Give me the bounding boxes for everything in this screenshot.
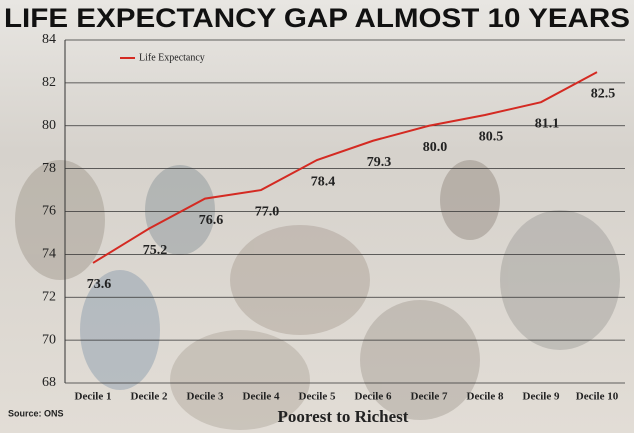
x-tick-label: Decile 4 — [243, 391, 280, 403]
y-tick-label: 70 — [42, 332, 56, 347]
y-tick-label: 74 — [42, 247, 56, 262]
y-tick-label: 80 — [42, 118, 56, 133]
x-tick-label: Decile 10 — [576, 391, 619, 403]
source-note: Source: ONS — [8, 408, 64, 418]
data-label: 81.1 — [535, 116, 560, 131]
y-tick-label: 82 — [42, 75, 56, 90]
x-axis-title: Poorest to Richest — [278, 407, 409, 426]
data-label: 78.4 — [311, 174, 336, 189]
x-tick-label: Decile 9 — [523, 391, 560, 403]
y-tick-label: 84 — [42, 32, 56, 47]
x-tick-label: Decile 7 — [411, 391, 448, 403]
chart-title: LIFE EXPECTANCY GAP ALMOST 10 YEARS — [4, 3, 630, 33]
data-label: 82.5 — [591, 86, 616, 101]
legend-label: Life Expectancy — [139, 52, 205, 63]
y-tick-label: 78 — [42, 161, 56, 176]
data-label: 77.0 — [255, 204, 280, 219]
x-tick-label: Decile 8 — [467, 391, 504, 403]
x-tick-label: Decile 5 — [299, 391, 336, 403]
data-label: 76.6 — [199, 213, 224, 228]
data-label: 80.5 — [479, 129, 504, 144]
y-tick-label: 72 — [42, 289, 56, 304]
x-tick-label: Decile 2 — [131, 391, 168, 403]
y-tick-label: 68 — [42, 375, 56, 390]
data-label: 75.2 — [143, 243, 168, 258]
data-label: 80.0 — [423, 140, 448, 155]
data-label: 73.6 — [87, 277, 112, 292]
data-label: 79.3 — [367, 155, 392, 170]
y-tick-label: 76 — [42, 204, 56, 219]
x-tick-label: Decile 1 — [75, 391, 112, 403]
x-tick-label: Decile 6 — [355, 391, 392, 403]
x-tick-label: Decile 3 — [187, 391, 224, 403]
data-line — [92, 71, 598, 264]
crowd-photo — [15, 160, 620, 430]
